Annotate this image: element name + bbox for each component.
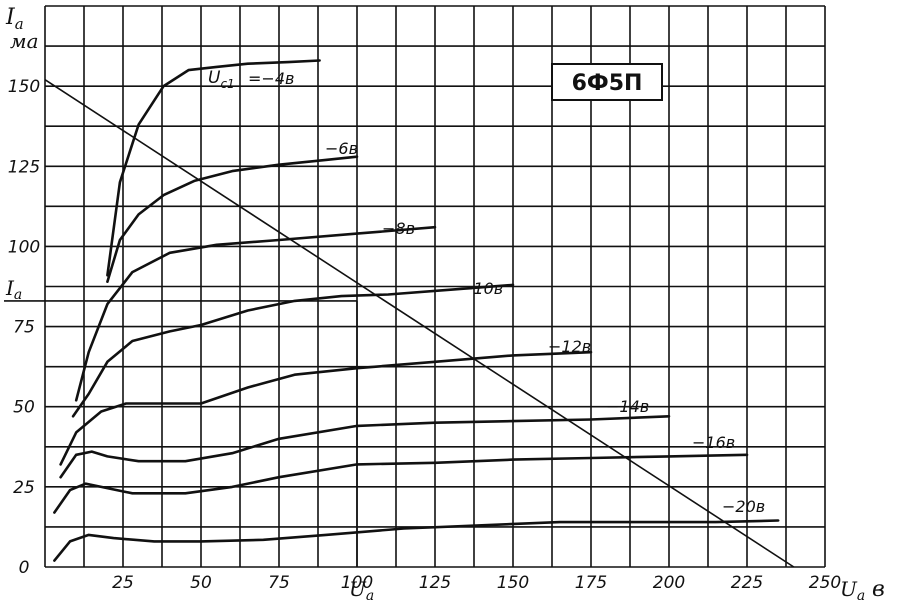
curve-grid-voltage-label: −14в — [606, 397, 649, 416]
x-tick-label: 200 — [653, 573, 685, 593]
curve-grid-voltage-label: =−4в — [248, 69, 294, 88]
y-tick-label: 75 — [13, 318, 35, 338]
curve-grid-voltage-label: −10в — [460, 279, 503, 298]
curve-grid-voltage-label: −20в — [722, 497, 765, 516]
curve-grid-voltage-label: −12в — [548, 337, 591, 356]
plate-curve — [53, 453, 749, 514]
operating-point-voltage-label: Ua — [349, 577, 374, 604]
operating-point-guides: Ia Ua — [4, 276, 374, 604]
grid — [44, 5, 826, 568]
load-line — [44, 79, 795, 568]
x-tick-label: 25 — [112, 573, 134, 593]
y-tick-label: 0 — [19, 558, 30, 578]
x-tick-label: 250 — [809, 573, 841, 593]
x-axis-label: Ua — [840, 577, 865, 604]
x-tick-label: 175 — [575, 573, 607, 593]
plate-curve — [106, 59, 321, 277]
plate-curve — [59, 415, 671, 479]
x-tick-label: 75 — [268, 573, 290, 593]
tube-type-label: 6Ф5П — [572, 71, 643, 96]
y-tick-label: 25 — [13, 478, 35, 498]
grid-voltage-prefix: Uc1 — [208, 68, 235, 91]
x-tick-label: 150 — [497, 573, 529, 593]
x-axis-unit: в — [872, 577, 885, 602]
y-tick-label: 125 — [8, 157, 40, 177]
tube-type-box: 6Ф5П — [551, 63, 663, 101]
y-tick-label: 150 — [8, 77, 40, 97]
x-tick-label: 225 — [731, 573, 763, 593]
y-tick-label: 100 — [8, 237, 40, 257]
plate-curve — [71, 283, 515, 418]
plate-curve — [59, 350, 593, 466]
plate-curve — [106, 155, 359, 283]
x-tick-label: 100 — [341, 573, 373, 593]
operating-point-current-label: Ia — [5, 276, 22, 303]
y-tick-label: 50 — [13, 398, 35, 418]
y-axis-unit: ма — [10, 29, 39, 53]
tick-labels: 25 50 75 100 125 150 175 200 225 250 0 25 50 75 100 125… — [8, 77, 841, 593]
y-axis-label: Ia — [5, 5, 24, 33]
curve-grid-voltage-label: −16в — [692, 433, 735, 452]
plate-curve — [53, 519, 780, 562]
plate-curve — [74, 225, 437, 402]
curve-grid-voltage-label: −6в — [325, 139, 358, 158]
x-tick-label: 50 — [190, 573, 212, 593]
x-tick-label: 125 — [419, 573, 451, 593]
plate-curves: =−4в −6в −8в −10в −12в −14в −16в −20в — [44, 59, 795, 568]
curve-grid-voltage-label: −8в — [382, 219, 415, 238]
